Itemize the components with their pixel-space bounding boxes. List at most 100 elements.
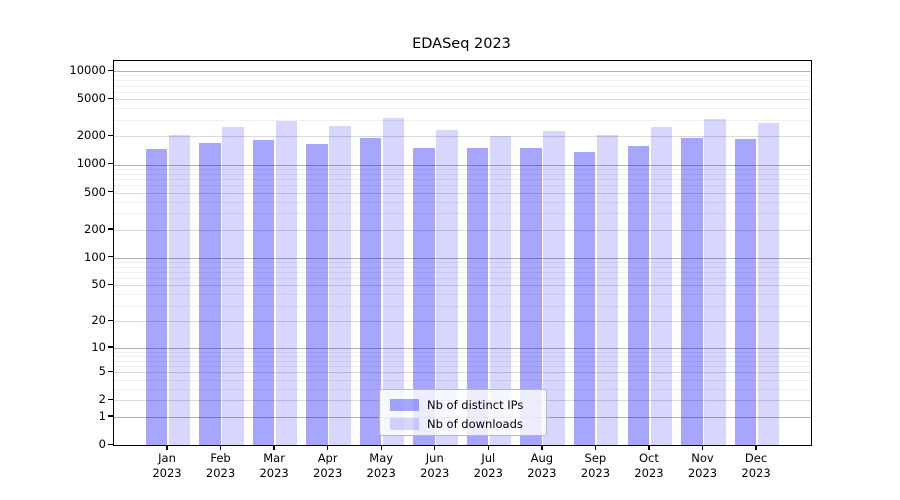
gridline-10000 (114, 71, 811, 72)
x-tick-mark-apr (326, 445, 329, 450)
bar-jan-distinct-ips (145, 149, 167, 445)
y-tick-mark-100 (108, 256, 114, 258)
gridline-7000 (114, 85, 811, 87)
bar-mar-downloads (275, 120, 298, 445)
y-tick-mark-5000 (108, 97, 114, 100)
gridline-7 (114, 360, 811, 362)
gridline-4000 (114, 108, 811, 110)
x-tick-mark-jun (434, 445, 436, 450)
gridline-8000 (114, 80, 811, 82)
y-tick-label-5: 5 (98, 364, 106, 379)
bar-oct-distinct-ips (627, 146, 649, 445)
y-tick-label-1: 1 (98, 408, 106, 423)
y-tick-label-500: 500 (84, 184, 106, 199)
legend-row-downloads: Nb of downloads (390, 415, 538, 432)
gridline-700 (114, 178, 811, 180)
y-tick-mark-1000 (108, 162, 114, 165)
gridline-8 (114, 355, 811, 357)
gridline-2000 (114, 136, 811, 138)
gridline-3000 (114, 119, 811, 121)
y-tick-mark-10000 (108, 69, 114, 71)
gridline-50 (114, 285, 811, 287)
y-tick-mark-2 (108, 398, 114, 401)
bar-sep-downloads (596, 135, 619, 445)
bar-jan-downloads (168, 135, 190, 445)
y-tick-mark-20 (108, 319, 114, 322)
gridline-600 (114, 185, 811, 187)
x-tick-mark-nov (701, 445, 704, 450)
y-tick-mark-500 (108, 191, 114, 193)
gridline-800 (114, 173, 811, 175)
y-tick-mark-200 (108, 228, 114, 230)
bar-feb-distinct-ips (199, 143, 221, 445)
bar-feb-downloads (222, 127, 244, 445)
y-tick-mark-50 (108, 283, 114, 286)
gridline-6000 (114, 91, 811, 93)
x-tick-label-aug: Aug 2023 (527, 451, 557, 480)
legend: Nb of distinct IPs Nb of downloads (379, 389, 547, 436)
gridline-20 (114, 321, 811, 323)
x-tick-mark-sep (594, 445, 597, 450)
x-tick-label-oct: Oct 2023 (634, 451, 664, 480)
x-tick-mark-jul (487, 445, 489, 450)
bar-jul-distinct-ips (466, 148, 489, 445)
gridline-30 (114, 305, 811, 307)
gridline-60 (114, 278, 811, 280)
bar-apr-distinct-ips (306, 144, 328, 445)
gridline-6 (114, 366, 811, 367)
y-tick-label-50: 50 (91, 277, 106, 292)
bar-may-downloads (382, 117, 405, 445)
x-tick-label-jun: Jun 2023 (420, 451, 450, 480)
gridline-5000 (114, 99, 811, 101)
x-tick-label-apr: Apr 2023 (313, 451, 343, 480)
gridline-900 (114, 168, 811, 170)
bar-apr-downloads (329, 125, 351, 445)
bar-aug-distinct-ips (520, 148, 542, 445)
x-tick-label-dec: Dec 2023 (741, 451, 771, 480)
x-tick-label-feb: Feb 2023 (205, 451, 236, 480)
gridline-500 (114, 192, 811, 194)
gridline-5 (114, 372, 811, 374)
bar-jun-distinct-ips (413, 147, 435, 445)
bar-jun-downloads (436, 130, 458, 445)
x-tick-label-mar: Mar 2023 (259, 451, 289, 480)
y-tick-mark-10 (108, 346, 114, 348)
x-tick-mark-mar (273, 445, 275, 450)
gridline-90 (114, 261, 811, 263)
legend-swatch-distinct-ips (390, 398, 419, 411)
y-tick-label-10000: 10000 (69, 63, 106, 78)
y-tick-label-5000: 5000 (76, 91, 106, 106)
gridline-100 (114, 257, 811, 259)
gridline-10 (114, 347, 811, 349)
x-tick-mark-jan (166, 445, 168, 450)
bar-nov-distinct-ips (681, 138, 703, 445)
gridline-80 (114, 266, 811, 268)
y-tick-mark-2000 (108, 134, 114, 137)
plot-area: Nb of distinct IPs Nb of downloads (113, 60, 812, 446)
y-tick-mark-5 (108, 370, 114, 373)
x-tick-mark-dec (755, 445, 757, 450)
y-tick-label-20: 20 (91, 313, 106, 328)
y-tick-label-1000: 1000 (76, 156, 106, 171)
y-tick-label-0: 0 (98, 437, 106, 451)
x-tick-label-sep: Sep 2023 (580, 451, 611, 480)
legend-label-distinct-ips: Nb of distinct IPs (427, 397, 524, 412)
x-tick-mark-oct (648, 445, 650, 450)
gridline-40 (114, 294, 811, 296)
bar-may-distinct-ips (359, 138, 382, 445)
chart-title: EDASeq 2023 (412, 36, 511, 52)
x-tick-label-jan: Jan 2023 (152, 451, 182, 480)
bar-dec-downloads (757, 123, 779, 445)
bar-mar-distinct-ips (252, 139, 275, 445)
gridline-70 (114, 271, 811, 273)
gridline-9000 (114, 75, 811, 77)
bar-jul-downloads (489, 136, 512, 445)
x-tick-label-nov: Nov 2023 (687, 451, 718, 480)
y-tick-mark-0 (108, 443, 114, 445)
x-tick-label-may: May 2023 (366, 451, 396, 480)
y-tick-label-100: 100 (84, 249, 106, 264)
bar-sep-distinct-ips (573, 152, 596, 445)
legend-swatch-downloads (390, 417, 419, 430)
bar-nov-downloads (704, 119, 726, 445)
